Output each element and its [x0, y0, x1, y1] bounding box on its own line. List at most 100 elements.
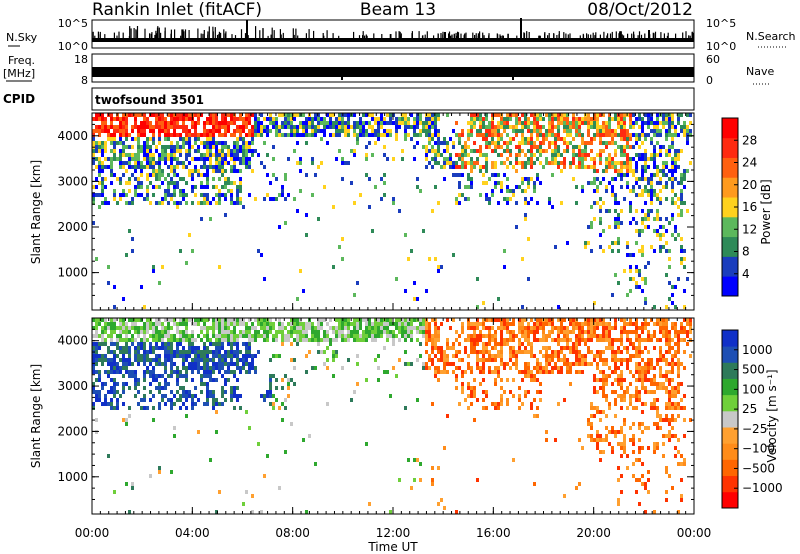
power-cell [593, 125, 596, 129]
power-cell [479, 153, 482, 157]
power-cell [521, 113, 524, 117]
velocity-cell [620, 474, 623, 478]
power-cell [401, 157, 404, 161]
power-cell [167, 145, 170, 149]
power-cell [134, 189, 137, 193]
power-cell [188, 141, 191, 145]
power-cell [362, 129, 365, 133]
velocity-cell [656, 442, 659, 446]
velocity-cell [200, 326, 203, 330]
power-cell [446, 145, 449, 149]
power-cell [671, 165, 674, 169]
velocity-cell [497, 374, 500, 378]
power-cell [605, 141, 608, 145]
power-cell [182, 137, 185, 141]
velocity-cell [92, 382, 95, 386]
velocity-cell [608, 330, 611, 334]
velocity-cell [215, 346, 218, 350]
velocity-cell [362, 330, 365, 334]
velocity-cell [596, 350, 599, 354]
power-cell [530, 197, 533, 201]
power-cell [122, 141, 125, 145]
nsky-bar [457, 31, 459, 38]
power-cell [614, 161, 617, 165]
velocity-cell [320, 326, 323, 330]
power-cell [638, 177, 641, 181]
power-cell [275, 117, 278, 121]
velocity-cell [383, 330, 386, 334]
power-cell [428, 141, 431, 145]
velocity-cell [410, 362, 413, 366]
velocity-cell [485, 334, 488, 338]
power-colorbar-tick-label: 28 [742, 133, 757, 147]
velocity-cell [425, 342, 428, 346]
power-cell [218, 153, 221, 157]
velocity-cell [653, 374, 656, 378]
power-cell [434, 141, 437, 145]
velocity-cell [266, 330, 269, 334]
power-cell [575, 145, 578, 149]
velocity-cell [269, 322, 272, 326]
power-cell [128, 161, 131, 165]
velocity-cell [509, 358, 512, 362]
power-cell [329, 117, 332, 121]
power-cell [641, 289, 644, 293]
power-cell [554, 245, 557, 249]
velocity-cell [488, 358, 491, 362]
power-cell [209, 113, 212, 117]
velocity-cell [455, 374, 458, 378]
velocity-cell [332, 338, 335, 342]
velocity-cell [488, 350, 491, 354]
power-cell [182, 125, 185, 129]
velocity-cell [398, 330, 401, 334]
nsky-bar [418, 31, 420, 38]
power-cell [125, 121, 128, 125]
power-cell [665, 149, 668, 153]
power-cell [554, 145, 557, 149]
velocity-cell [92, 370, 95, 374]
power-cell [680, 189, 683, 193]
velocity-cell [560, 326, 563, 330]
velocity-cell [482, 354, 485, 358]
power-cell [590, 205, 593, 209]
power-cell [473, 113, 476, 117]
velocity-cell [98, 390, 101, 394]
power-cell [320, 117, 323, 121]
velocity-cell [590, 438, 593, 442]
velocity-cell [122, 326, 125, 330]
power-cell [461, 173, 464, 177]
velocity-cell [653, 382, 656, 386]
power-cell [437, 113, 440, 117]
velocity-cell [317, 334, 320, 338]
power-cell [590, 225, 593, 229]
power-cell [98, 169, 101, 173]
power-cell [500, 185, 503, 189]
power-cell [644, 277, 647, 281]
power-cell [482, 173, 485, 177]
power-cell [119, 165, 122, 169]
velocity-cell [218, 366, 221, 370]
velocity-cell [221, 358, 224, 362]
power-cell [272, 125, 275, 129]
velocity-cell [167, 334, 170, 338]
power-cell [158, 153, 161, 157]
power-cell [641, 157, 644, 161]
power-cell [665, 121, 668, 125]
power-cell [455, 173, 458, 177]
power-cell [146, 149, 149, 153]
power-cell [353, 125, 356, 129]
power-cell [677, 113, 680, 117]
power-cell [155, 177, 158, 181]
power-cell [545, 133, 548, 137]
velocity-cell [218, 402, 221, 406]
velocity-cell [566, 370, 569, 374]
power-cell [98, 205, 101, 209]
velocity-cell [167, 346, 170, 350]
velocity-cell [158, 362, 161, 366]
power-cell [527, 117, 530, 121]
velocity-cell [422, 326, 425, 330]
velocity-cell [281, 342, 284, 346]
nsky-bar [220, 32, 222, 38]
power-cell [170, 181, 173, 185]
power-cell [584, 245, 587, 249]
